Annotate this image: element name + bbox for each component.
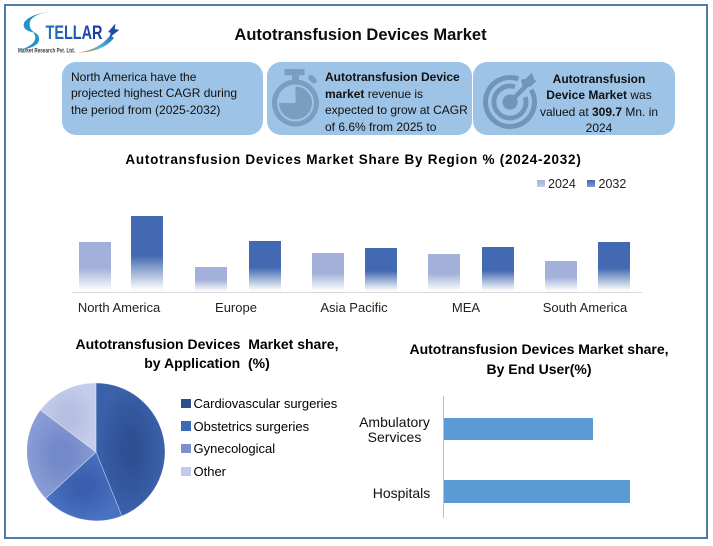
svg-text:TELLAR: TELLAR <box>46 23 103 44</box>
svg-text:Market Research Pvt. Ltd.: Market Research Pvt. Ltd. <box>18 48 75 55</box>
